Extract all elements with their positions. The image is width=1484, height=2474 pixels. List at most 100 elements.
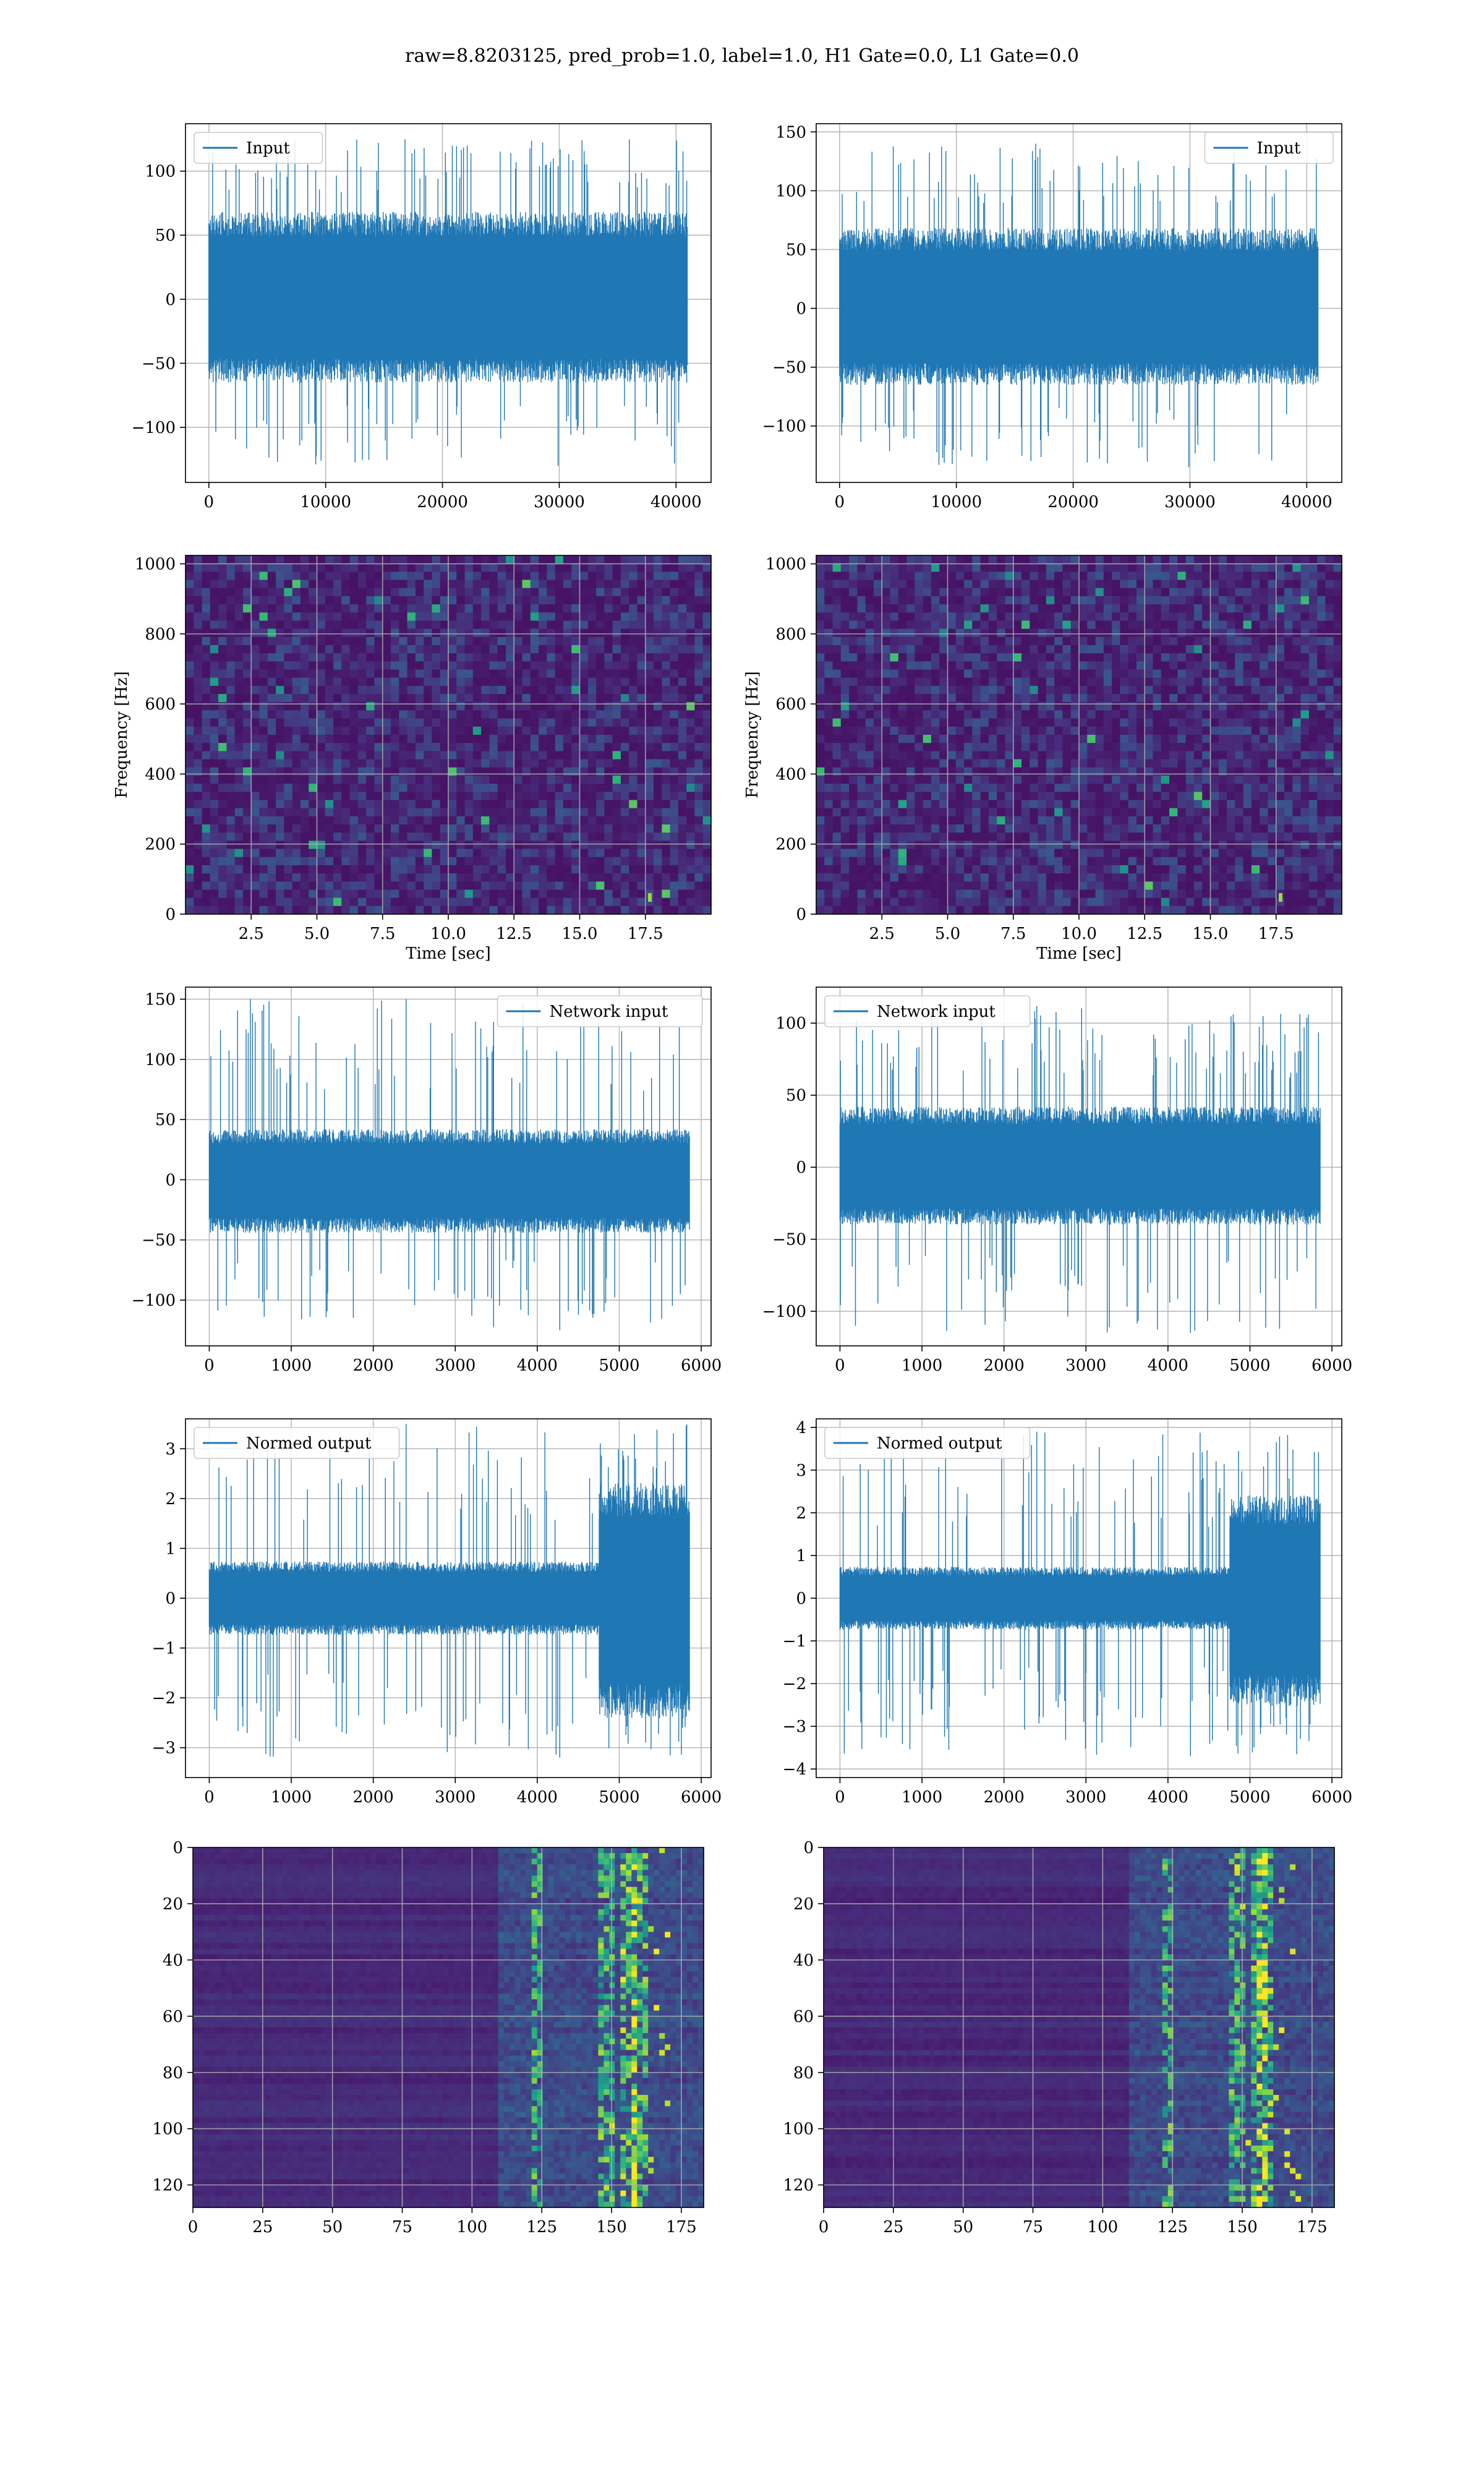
heatmap-cell — [415, 726, 424, 735]
heatmap-cell — [840, 677, 850, 687]
heatmap-cell — [931, 588, 940, 597]
heatmap-cell — [210, 612, 219, 622]
heatmap-cell — [1062, 612, 1072, 622]
heatmap-cell — [210, 726, 219, 735]
heatmap-cell — [547, 661, 556, 670]
heatmap-cell — [1300, 636, 1310, 646]
heatmap-cell — [678, 767, 687, 776]
heatmap-cell — [1218, 628, 1227, 638]
heatmap-cell — [1030, 555, 1039, 564]
heatmap-cell — [317, 588, 326, 597]
heatmap-cell — [481, 759, 490, 768]
heatmap-cell — [923, 767, 932, 776]
heatmap-cell — [506, 873, 514, 882]
heatmap-cell — [849, 685, 858, 695]
heatmap-cell — [432, 816, 441, 825]
heatmap-cell — [1079, 612, 1088, 622]
heatmap-cell — [1317, 743, 1326, 751]
heatmap-cell — [1153, 751, 1162, 760]
heatmap-cell — [514, 897, 523, 907]
heatmap-cell — [464, 604, 474, 613]
heatmap-cell — [481, 661, 490, 670]
heatmap-cell — [1300, 735, 1310, 743]
figure-suptitle: raw=8.8203125, pred_prob=1.0, label=1.0,… — [405, 45, 1079, 67]
heatmap-cell — [1095, 580, 1104, 589]
heatmap-cell — [432, 653, 441, 662]
heatmap-cell — [1276, 735, 1285, 743]
heatmap-cell — [1260, 735, 1269, 743]
heatmap-cell — [243, 889, 252, 899]
heatmap-cell — [1169, 596, 1178, 605]
heatmap-cell — [1193, 669, 1203, 678]
heatmap-cell — [662, 759, 671, 768]
heatmap-cell — [243, 849, 252, 858]
heatmap-cell — [300, 759, 309, 768]
heatmap-cell — [1087, 784, 1096, 792]
heatmap-cell — [662, 905, 671, 915]
heatmap-cell — [202, 726, 211, 735]
heatmap-cell — [424, 735, 433, 743]
heatmap-cell — [539, 620, 547, 630]
heatmap-cell — [1193, 751, 1203, 760]
heatmap-cell — [210, 718, 219, 727]
heatmap-cell — [964, 612, 973, 622]
heatmap-cell — [251, 881, 260, 891]
heatmap-cell — [547, 849, 556, 858]
heatmap-cell — [472, 563, 482, 572]
heatmap-cell — [357, 824, 367, 833]
heatmap-cell — [694, 718, 704, 727]
heatmap-cell — [637, 645, 646, 654]
heatmap-cell — [840, 604, 850, 613]
heatmap-cell — [424, 841, 433, 850]
heatmap-cell — [555, 612, 564, 622]
heatmap-cell — [1308, 784, 1318, 792]
heatmap-cell — [1062, 620, 1072, 630]
heatmap-cell — [906, 694, 915, 703]
heatmap-cell — [620, 824, 629, 833]
heatmap-cell — [481, 588, 490, 597]
heatmap-cell — [522, 833, 531, 841]
heatmap-cell — [849, 555, 858, 564]
heatmap-cell — [1325, 743, 1334, 751]
heatmap-cell — [587, 816, 597, 825]
heatmap-cell — [686, 743, 696, 751]
heatmap-cell — [472, 620, 482, 630]
heatmap-cell — [955, 767, 965, 776]
heatmap-cell — [522, 571, 531, 581]
heatmap-cell — [931, 743, 940, 751]
heatmap-cell — [349, 571, 359, 581]
heatmap-cell — [415, 588, 424, 597]
heatmap-cell — [1210, 726, 1219, 735]
heatmap-cell — [662, 841, 671, 850]
heatmap-cell — [579, 889, 589, 899]
x-tick-label: 7.5 — [370, 925, 395, 943]
heatmap-cell — [530, 669, 539, 678]
heatmap-cell — [555, 694, 564, 703]
heatmap-cell — [931, 751, 940, 760]
heatmap-cell — [1169, 620, 1178, 630]
heatmap-cell — [1095, 743, 1104, 751]
heatmap-cell — [382, 816, 391, 825]
heatmap-cell — [1136, 735, 1145, 743]
heatmap-cell — [1169, 710, 1178, 719]
heatmap-cell — [415, 604, 424, 613]
heatmap-cell — [670, 751, 679, 760]
heatmap-cell — [1235, 694, 1244, 703]
heatmap-cell — [579, 588, 589, 597]
heatmap-cell — [1145, 628, 1154, 638]
heatmap-cell — [366, 881, 375, 891]
heatmap-cell — [1095, 784, 1104, 792]
heatmap-cell — [612, 824, 621, 833]
heatmap-cell — [349, 726, 359, 735]
heatmap-cell — [654, 685, 662, 695]
heatmap-cell — [399, 653, 408, 662]
heatmap-cell — [890, 735, 899, 743]
heatmap-cell — [539, 669, 547, 678]
heatmap-cell — [1070, 596, 1080, 605]
heatmap-cell — [923, 710, 932, 719]
heatmap-cell — [612, 694, 621, 703]
heatmap-cell — [1218, 735, 1227, 743]
heatmap-cell — [1128, 628, 1137, 638]
heatmap-cell — [1218, 694, 1227, 703]
heatmap-cell — [654, 767, 662, 776]
